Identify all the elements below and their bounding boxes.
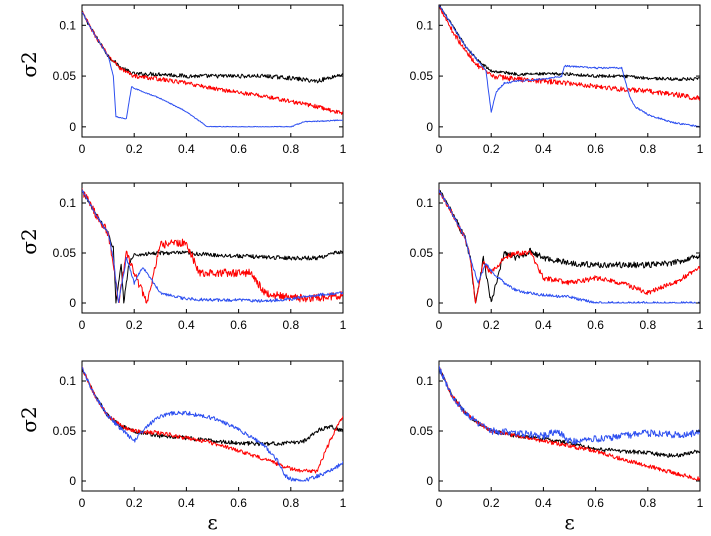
series-line-blue bbox=[82, 366, 343, 482]
y-tick-label: 0 bbox=[69, 120, 76, 134]
x-tick-label: 0.2 bbox=[126, 142, 143, 156]
panel-middle-right: 0 0.2 0.4 0.6 0.8 1 0 0.05 0.1 bbox=[410, 182, 704, 332]
y-tick-label: 0.05 bbox=[53, 69, 77, 83]
y-tick-label: 0.1 bbox=[416, 196, 433, 210]
series-line-red bbox=[82, 366, 343, 474]
x-tick-label: 0.8 bbox=[639, 496, 656, 510]
x-tick-label: 0.2 bbox=[126, 496, 143, 510]
series-line-red bbox=[439, 5, 700, 101]
series-line-blue bbox=[82, 11, 343, 128]
series-line-red bbox=[82, 11, 343, 115]
plot-frame bbox=[438, 182, 701, 314]
plot-frame bbox=[81, 182, 344, 314]
x-tick-label: 0.4 bbox=[535, 318, 552, 332]
x-tick-label: 0 bbox=[79, 318, 86, 332]
series-line-blue bbox=[439, 365, 700, 445]
x-tick-label: 1 bbox=[697, 142, 704, 156]
x-tick-label: 1 bbox=[340, 496, 347, 510]
series-line-blue bbox=[439, 189, 700, 304]
x-tick-label: 0.6 bbox=[587, 496, 604, 510]
y-tick-label: 0.05 bbox=[410, 69, 434, 83]
series-group bbox=[82, 188, 343, 304]
y-tick-label: 0 bbox=[426, 474, 433, 488]
y-tick-label: 0.1 bbox=[416, 374, 433, 388]
x-tick-label: 0 bbox=[436, 318, 443, 332]
x-tick-label: 0.8 bbox=[282, 142, 299, 156]
x-tick-label: 0.6 bbox=[587, 142, 604, 156]
x-tick-label: 0.4 bbox=[178, 496, 195, 510]
x-tick-label: 0.4 bbox=[178, 142, 195, 156]
series-line-red bbox=[439, 188, 700, 304]
x-tick-label: 0.6 bbox=[230, 318, 247, 332]
series-group bbox=[439, 5, 700, 128]
y-tick-label: 0.1 bbox=[416, 18, 433, 32]
y-tick-label: 0.05 bbox=[410, 246, 434, 260]
x-tick-label: 0.4 bbox=[535, 142, 552, 156]
y-tick-label: 0 bbox=[69, 474, 76, 488]
x-axis-label: ε bbox=[207, 510, 217, 534]
y-tick-label: 0.05 bbox=[53, 424, 77, 438]
x-tick-label: 0.2 bbox=[126, 318, 143, 332]
series-line-blue bbox=[82, 189, 343, 303]
x-tick-label: 1 bbox=[340, 318, 347, 332]
x-tick-label: 0.6 bbox=[230, 496, 247, 510]
y-tick-label: 0 bbox=[69, 296, 76, 310]
y-tick-label: 0 bbox=[426, 296, 433, 310]
series-group bbox=[82, 366, 343, 482]
x-tick-label: 0.2 bbox=[483, 496, 500, 510]
x-tick-label: 0.2 bbox=[483, 142, 500, 156]
x-tick-label: 1 bbox=[697, 318, 704, 332]
x-tick-label: 0 bbox=[436, 496, 443, 510]
panel-middle-left: 0 0.2 0.4 0.6 0.8 1 0 0.05 0.1 σ2 bbox=[17, 182, 347, 332]
plot-frame bbox=[438, 4, 701, 138]
y-tick-label: 0.1 bbox=[59, 196, 76, 210]
x-axis-label: ε bbox=[564, 510, 574, 534]
x-tick-label: 0.8 bbox=[282, 496, 299, 510]
y-axis-label: σ2 bbox=[17, 228, 41, 254]
y-tick-label: 0.1 bbox=[59, 374, 76, 388]
y-tick-label: 0.1 bbox=[59, 18, 76, 32]
panel-bottom-right: 0 0.2 0.4 0.6 0.8 1 0 0.05 0.1 ε bbox=[410, 360, 704, 534]
plot-frame bbox=[81, 4, 344, 138]
y-axis-label: σ2 bbox=[17, 406, 41, 432]
x-tick-label: 0.8 bbox=[639, 318, 656, 332]
y-tick-label: 0.05 bbox=[410, 424, 434, 438]
series-line-black bbox=[82, 10, 343, 84]
y-axis-label: σ2 bbox=[17, 51, 41, 77]
x-tick-label: 1 bbox=[340, 142, 347, 156]
series-group bbox=[439, 365, 700, 481]
series-group bbox=[439, 188, 700, 304]
panel-top-right: 0 0.2 0.4 0.6 0.8 1 0 0.05 0.1 bbox=[410, 4, 704, 156]
x-tick-label: 0.8 bbox=[639, 142, 656, 156]
series-line-black bbox=[439, 5, 700, 82]
x-tick-label: 1 bbox=[697, 496, 704, 510]
series-line-black bbox=[82, 189, 343, 304]
x-tick-label: 0 bbox=[79, 496, 86, 510]
x-tick-label: 0.6 bbox=[230, 142, 247, 156]
x-tick-label: 0 bbox=[79, 142, 86, 156]
x-tick-label: 0.2 bbox=[483, 318, 500, 332]
panel-top-left: 0 0.2 0.4 0.6 0.8 1 0 0.05 0.1 σ2 bbox=[17, 4, 347, 156]
series-line-blue bbox=[439, 5, 700, 128]
series-line-black bbox=[439, 188, 700, 304]
panel-bottom-left: 0 0.2 0.4 0.6 0.8 1 0 0.05 0.1 σ2 ε bbox=[17, 360, 347, 534]
x-tick-label: 0.8 bbox=[282, 318, 299, 332]
y-tick-label: 0.05 bbox=[53, 246, 77, 260]
x-tick-label: 0.4 bbox=[535, 496, 552, 510]
y-tick-label: 0 bbox=[426, 120, 433, 134]
x-tick-label: 0.6 bbox=[587, 318, 604, 332]
series-group bbox=[82, 10, 343, 128]
x-tick-label: 0.4 bbox=[178, 318, 195, 332]
x-tick-label: 0 bbox=[436, 142, 443, 156]
